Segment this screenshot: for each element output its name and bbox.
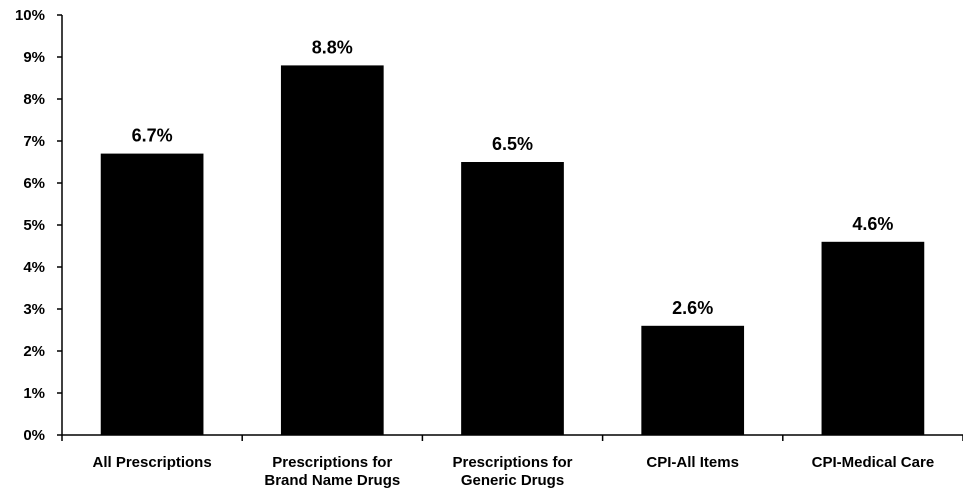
data-label: 6.7% bbox=[132, 126, 173, 146]
y-tick-label: 4% bbox=[23, 259, 45, 276]
bars bbox=[100, 65, 925, 436]
category-label: All Prescriptions bbox=[92, 454, 211, 471]
x-axis bbox=[61, 434, 963, 441]
bar bbox=[461, 162, 564, 435]
data-label: 4.6% bbox=[852, 214, 893, 234]
category-label: Brand Name Drugs bbox=[264, 472, 400, 489]
y-tick-label: 3% bbox=[23, 301, 45, 318]
category-label: Prescriptions for bbox=[272, 454, 392, 471]
y-tick-label: 2% bbox=[23, 343, 45, 360]
category-label: Prescriptions for bbox=[452, 454, 572, 471]
y-tick-label: 9% bbox=[23, 49, 45, 66]
y-tick-label: 10% bbox=[15, 7, 45, 24]
category-label: Generic Drugs bbox=[461, 472, 564, 489]
data-label: 2.6% bbox=[672, 298, 713, 318]
y-tick-label: 8% bbox=[23, 91, 45, 108]
bar bbox=[821, 241, 925, 435]
y-tick-label: 6% bbox=[23, 175, 45, 192]
data-label: 6.5% bbox=[492, 134, 533, 154]
data-labels: 6.7% 8.8% 6.5% 2.6% 4.6% bbox=[132, 37, 894, 317]
category-labels: All Prescriptions Prescriptions forBrand … bbox=[92, 454, 934, 489]
bar bbox=[100, 153, 204, 435]
y-tick-label: 7% bbox=[23, 133, 45, 150]
data-label: 8.8% bbox=[312, 37, 353, 57]
bar bbox=[641, 325, 745, 435]
category-label: CPI-All Items bbox=[646, 454, 739, 471]
y-tick-label: 0% bbox=[23, 427, 45, 444]
y-axis: 0% 1% 2% 3% 4% 5% 6% 7% 8% 9% 10% bbox=[15, 7, 63, 444]
y-tick-label: 5% bbox=[23, 217, 45, 234]
category-label: CPI-Medical Care bbox=[812, 454, 935, 471]
bar bbox=[280, 65, 384, 436]
y-tick-label: 1% bbox=[23, 385, 45, 402]
